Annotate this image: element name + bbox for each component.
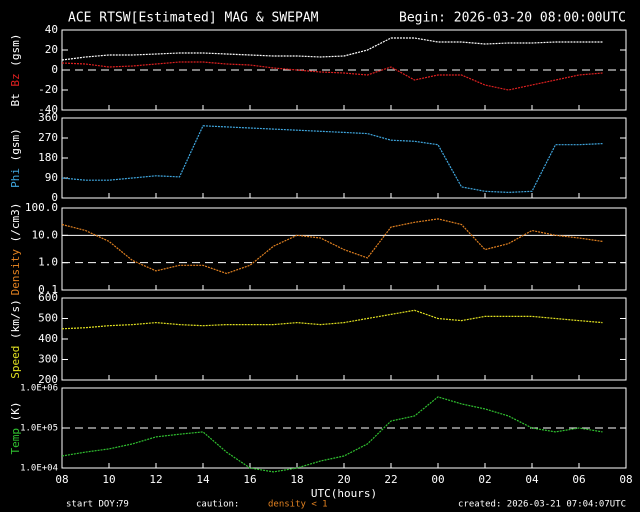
unit-label: (/cm3): [9, 203, 22, 243]
unit-label: (gsm): [9, 128, 22, 161]
y-tick-label: 600: [38, 291, 58, 304]
series-label: Phi: [9, 168, 22, 188]
series-label: Bz: [9, 73, 22, 86]
unit-label: (km/s): [9, 299, 22, 339]
y-tick-label: 10.0: [32, 228, 59, 241]
y-tick-label: 200: [38, 373, 58, 386]
x-axis-label: UTC(hours): [311, 487, 377, 500]
x-tick-label: 08: [55, 473, 68, 486]
series-label: Density: [9, 249, 22, 296]
y-axis-label: Temp (K): [9, 402, 22, 455]
x-tick-label: 12: [149, 473, 162, 486]
x-tick-label: 02: [478, 473, 491, 486]
y-tick-label: 1.0E+06: [20, 384, 58, 394]
y-axis-label: Speed (km/s): [9, 299, 22, 379]
series-line: [61, 61, 603, 91]
x-tick-label: 04: [525, 473, 539, 486]
series-line: [61, 396, 603, 473]
caution-note: density < 1: [268, 500, 328, 510]
series-label: Speed: [9, 346, 22, 379]
y-tick-label: 0.1: [38, 283, 58, 296]
y-tick-label: 0: [51, 191, 58, 204]
x-tick-label: 14: [196, 473, 210, 486]
y-tick-label: 1.0E+05: [20, 424, 58, 434]
x-tick-label: 00: [431, 473, 444, 486]
y-tick-label: 20: [45, 43, 58, 56]
x-tick-label: 22: [384, 473, 397, 486]
unit-label: (K): [9, 402, 22, 422]
y-tick-label: -20: [38, 83, 58, 96]
x-tick-label: 18: [290, 473, 303, 486]
y-tick-label: 180: [38, 151, 58, 164]
y-tick-label: 360: [38, 111, 58, 124]
y-axis-label: Bt Bz (gsm): [9, 34, 22, 107]
y-tick-label: 90: [45, 171, 58, 184]
y-tick-label: 300: [38, 353, 58, 366]
start-label: start DOY:: [66, 500, 120, 510]
chart-title: ACE RTSW[Estimated] MAG & SWEPAM: [68, 11, 319, 26]
begin-time: Begin: 2026-03-20 08:00:00UTC: [399, 11, 626, 26]
series-line: [61, 37, 603, 61]
x-tick-label: 20: [337, 473, 350, 486]
caution-label: caution:: [196, 500, 239, 510]
y-tick-label: 1.0: [38, 256, 58, 269]
series-label: Temp: [9, 428, 22, 455]
y-tick-label: 270: [38, 131, 58, 144]
unit-label: (gsm): [9, 34, 22, 67]
y-axis-label: Phi (gsm): [9, 128, 22, 188]
y-tick-label: 500: [38, 312, 58, 325]
series-line: [61, 309, 603, 330]
y-tick-label: -40: [38, 103, 58, 116]
start-doy: 79: [118, 500, 129, 510]
y-tick-label: 0: [51, 63, 58, 76]
series-line: [61, 218, 603, 275]
y-axis-label: Density (/cm3): [9, 203, 22, 296]
x-tick-label: 08: [619, 473, 632, 486]
created-time: created: 2026-03-21 07:04:07UTC: [458, 500, 626, 510]
series-line: [61, 125, 603, 194]
panel-frame: [61, 117, 627, 199]
y-tick-label: 400: [38, 332, 58, 345]
y-tick-label: 1.0E+04: [20, 464, 58, 474]
series-label: Bt: [9, 93, 22, 106]
y-tick-label: 100.0: [25, 201, 58, 214]
x-tick-label: 16: [243, 473, 256, 486]
panel-frame: [61, 297, 627, 381]
x-tick-label: 06: [572, 473, 585, 486]
y-tick-label: 40: [45, 23, 58, 36]
x-tick-label: 10: [102, 473, 115, 486]
